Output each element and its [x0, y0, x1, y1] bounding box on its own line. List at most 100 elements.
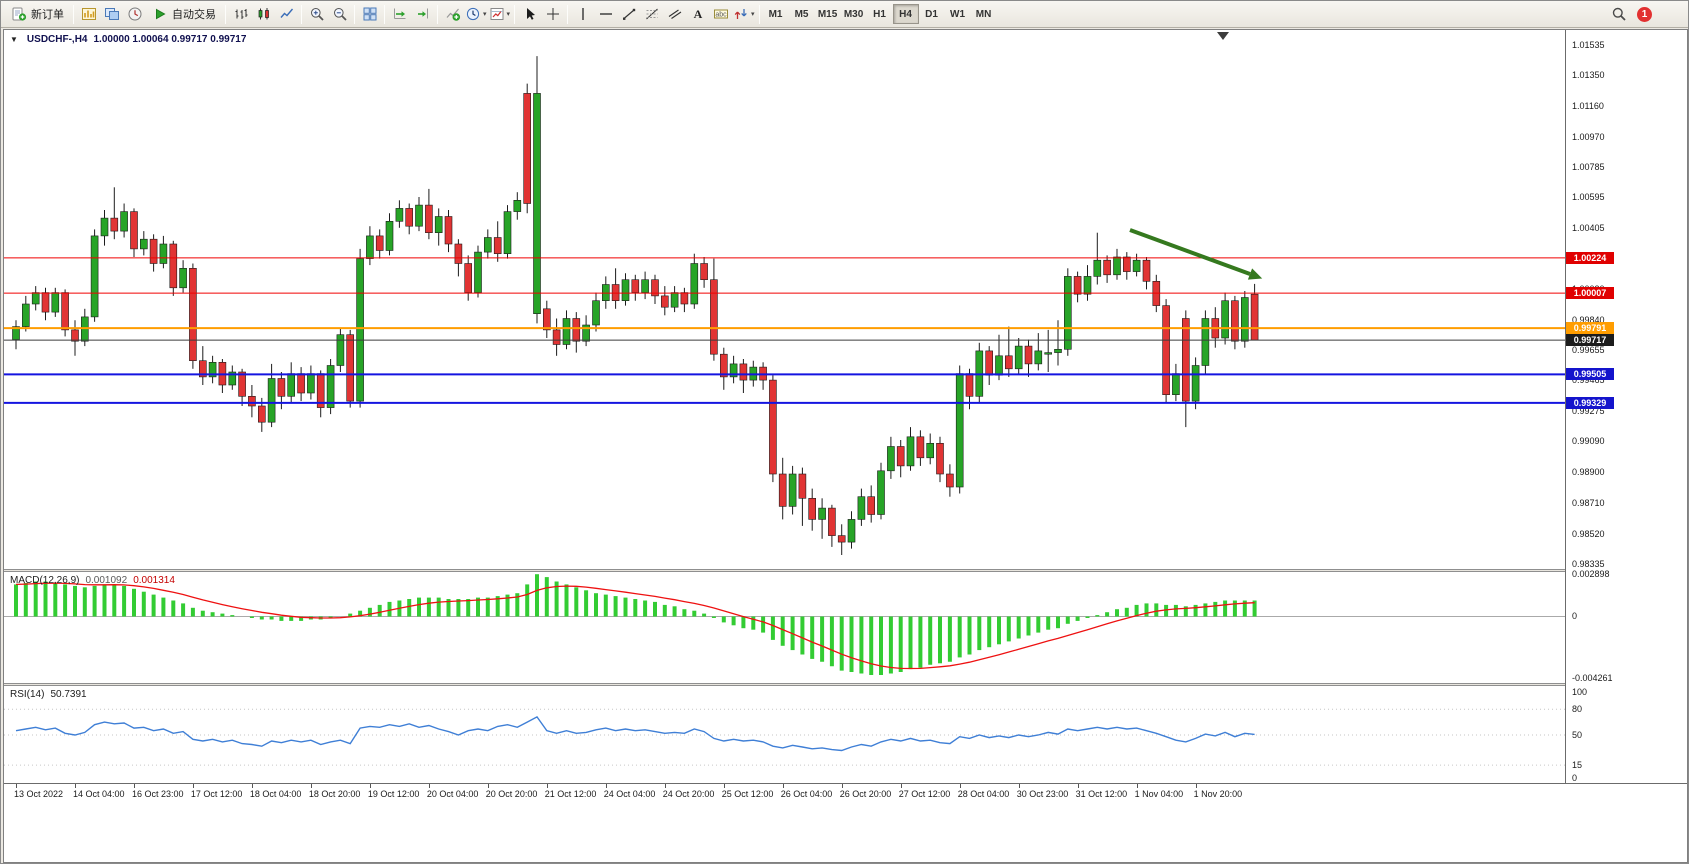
cursor-button[interactable]: [518, 3, 541, 25]
toolbar-separator: [384, 4, 385, 24]
toolbar-separator: [225, 4, 226, 24]
svg-text:A: A: [693, 7, 702, 21]
time-tick: [16, 784, 17, 788]
timeframe-w1-button[interactable]: W1: [950, 8, 966, 20]
price-axis[interactable]: 1.01535 1.01350 1.01160 1.00970 1.00785 1.005…: [1565, 30, 1687, 783]
timeframe-d1-button[interactable]: D1: [925, 8, 938, 20]
zoom-in-button[interactable]: [305, 3, 328, 25]
price-axis-label: 1.00785: [1572, 161, 1605, 172]
zoom-out-button[interactable]: [328, 3, 351, 25]
panel-splitter[interactable]: [4, 569, 1687, 572]
rsi-axis-label: 15: [1572, 759, 1583, 770]
time-axis-label: 19 Oct 12:00: [367, 789, 420, 799]
profiles-button[interactable]: [100, 3, 123, 25]
periods-button[interactable]: ▾: [464, 3, 488, 25]
chart-menu-caret-icon[interactable]: ▼: [10, 35, 18, 44]
auto-trading-button[interactable]: 自动交易: [146, 3, 222, 25]
macd-axis-label: 0: [1572, 611, 1578, 621]
new-order-icon: [12, 7, 27, 21]
time-axis-label: 30 Oct 23:00: [1016, 789, 1069, 799]
tile-windows-button[interactable]: [358, 3, 381, 25]
macd-indicator-panel[interactable]: [4, 572, 1565, 683]
text-button[interactable]: A: [686, 3, 709, 25]
line-mode-icon: [279, 8, 293, 18]
time-tick: [369, 784, 371, 788]
time-tick: [1018, 784, 1020, 788]
channel-button[interactable]: [663, 3, 686, 25]
auto-scroll-button[interactable]: [388, 3, 411, 25]
chart-shift-marker[interactable]: [1217, 32, 1229, 40]
timeframe-m1-button[interactable]: M1: [768, 8, 783, 20]
candles-mode-button[interactable]: [252, 3, 275, 25]
label-button[interactable]: abc: [709, 3, 732, 25]
crosshair-button[interactable]: [541, 3, 564, 25]
time-tick: [1195, 784, 1197, 788]
fibonacci-button[interactable]: [640, 3, 663, 25]
trend-arrow-annotation[interactable]: [1129, 228, 1263, 280]
price-tag: 1.00224: [1566, 251, 1614, 264]
price-axis-label: 0.98900: [1572, 466, 1605, 477]
svg-text:abc: abc: [715, 12, 727, 19]
time-axis-label: 25 Oct 12:00: [721, 789, 774, 799]
time-axis-label: 31 Oct 12:00: [1075, 789, 1128, 799]
chart-title: ▼ USDCHF-,H4 1.00000 1.00064 0.99717 0.9…: [10, 34, 246, 45]
price-axis-label: 0.98710: [1572, 497, 1605, 508]
horizontal-line-button[interactable]: [594, 3, 617, 25]
vertical-line-button[interactable]: [571, 3, 594, 25]
price-tag: 0.99505: [1566, 368, 1614, 381]
line-mode-button[interactable]: [275, 3, 298, 25]
timeframe-mn-button[interactable]: MN: [975, 8, 992, 20]
time-tick: [487, 784, 489, 788]
new-order-button[interactable]: 新订单: [5, 3, 70, 25]
timeframe-m15-button[interactable]: M15: [817, 8, 838, 20]
price-tag: 0.99717: [1566, 334, 1614, 347]
chart-window[interactable]: ▼ USDCHF-,H4 1.00000 1.00064 0.99717 0.9…: [3, 29, 1688, 863]
tile-windows-icon: [363, 7, 376, 21]
price-axis-label: 0.99090: [1572, 436, 1605, 447]
chart-shift-icon: [417, 8, 428, 19]
price-axis-label: 0.98520: [1572, 528, 1605, 539]
price-tag: 0.99791: [1566, 322, 1614, 335]
indicators-button[interactable]: [441, 3, 464, 25]
bars-mode-button[interactable]: [229, 3, 252, 25]
timeframe-m5-button[interactable]: M5: [794, 8, 809, 20]
bars-mode-icon: [235, 9, 247, 19]
new-chart-button[interactable]: [77, 3, 100, 25]
toolbar-separator: [514, 4, 516, 24]
time-tick: [428, 784, 430, 788]
timeframe-h4-button[interactable]: H4: [892, 4, 919, 24]
time-tick: [782, 784, 784, 788]
price-axis-label: 0.99465: [1572, 375, 1605, 386]
chart-shift-button[interactable]: [411, 3, 434, 25]
time-tick: [310, 784, 312, 788]
main-price-chart[interactable]: [4, 30, 1565, 569]
zoom-in-icon: [310, 8, 324, 21]
cursor-icon: [526, 8, 535, 20]
toolbar-separator: [301, 4, 302, 24]
dropdown-caret-icon: ▾: [483, 11, 487, 18]
fibo-icon: [645, 8, 658, 20]
toolbar-right-group: 1: [1607, 3, 1684, 25]
time-axis[interactable]: 13 Oct 2022 14 Oct 04:00 16 Oct 23:00 17 Oc…: [4, 783, 1687, 805]
auto-trading-button-label: 自动交易: [172, 9, 216, 21]
templates-button[interactable]: ▾: [488, 3, 512, 25]
panel-splitter[interactable]: [4, 683, 1687, 686]
search-button[interactable]: [1607, 3, 1630, 25]
notification-badge[interactable]: 1: [1637, 6, 1652, 22]
time-tick: [251, 784, 253, 788]
rsi-indicator-panel[interactable]: [4, 686, 1565, 782]
arrows-button[interactable]: ▾: [732, 3, 756, 25]
time-axis-label: 1 Nov 20:00: [1193, 789, 1243, 799]
label-icon: abc: [713, 9, 728, 19]
toolbar-separator: [567, 4, 569, 24]
rsi-axis-label: 0: [1572, 772, 1578, 783]
trendline-button[interactable]: [617, 3, 640, 25]
horizontal-lines-layer[interactable]: [4, 257, 1565, 404]
market-watch-button[interactable]: [123, 3, 146, 25]
timeframe-m30-button[interactable]: M30: [843, 8, 864, 20]
time-tick: [192, 784, 194, 788]
candle-bodies-layer: [12, 93, 1259, 543]
timeframe-h1-button[interactable]: H1: [873, 8, 886, 20]
